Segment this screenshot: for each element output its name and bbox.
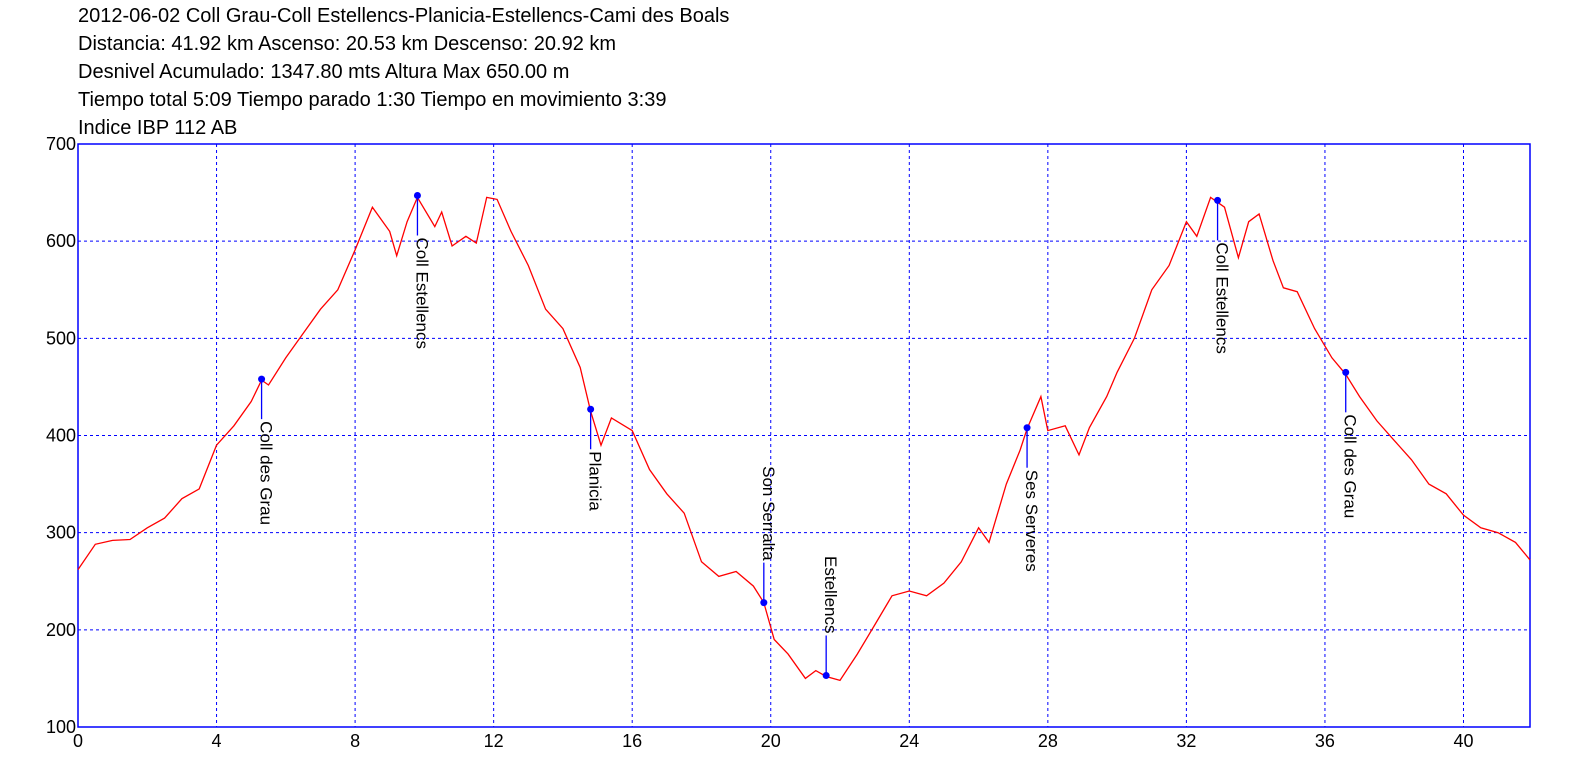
title-line: Desnivel Acumulado: 1347.80 mts Altura M…: [78, 61, 569, 83]
title-line: Indice IBP 112 AB: [78, 117, 237, 139]
y-tick-label: 100: [46, 717, 76, 737]
x-tick-label: 12: [484, 731, 504, 751]
waypoint-label: Coll des Grau: [257, 421, 276, 525]
y-tick-label: 400: [46, 426, 76, 446]
x-tick-label: 16: [622, 731, 642, 751]
waypoint-label: Planicia: [586, 451, 605, 511]
x-tick-label: 24: [899, 731, 919, 751]
x-tick-label: 32: [1176, 731, 1196, 751]
x-tick-label: 20: [761, 731, 781, 751]
waypoint-marker: [760, 599, 768, 607]
x-tick-label: 40: [1453, 731, 1473, 751]
waypoint-marker: [1214, 196, 1222, 204]
waypoint-label: Son Serralta: [759, 466, 778, 561]
waypoint-label: Coll des Grau: [1341, 414, 1360, 518]
y-tick-label: 200: [46, 620, 76, 640]
title-line: Tiempo total 5:09 Tiempo parado 1:30 Tie…: [78, 89, 667, 111]
x-tick-label: 36: [1315, 731, 1335, 751]
x-tick-label: 0: [73, 731, 83, 751]
x-tick-label: 8: [350, 731, 360, 751]
waypoint-label: Estellencs: [821, 556, 840, 633]
y-tick-label: 500: [46, 328, 76, 348]
waypoint-label: Ses Serveres: [1022, 470, 1041, 572]
y-tick-label: 300: [46, 523, 76, 543]
waypoint-marker: [413, 191, 421, 199]
waypoint-marker: [1342, 368, 1350, 376]
waypoint-label: Coll Estellencs: [1213, 242, 1232, 354]
title-line: Distancia: 41.92 km Ascenso: 20.53 km De…: [78, 33, 616, 55]
y-tick-label: 700: [46, 134, 76, 154]
elevation-line: [77, 195, 1531, 682]
waypoint-marker: [1023, 424, 1031, 432]
waypoint-label: Coll Estellencs: [412, 237, 431, 349]
waypoint-marker: [822, 672, 830, 680]
x-tick-label: 28: [1038, 731, 1058, 751]
waypoint-marker: [258, 375, 266, 383]
title-line: 2012-06-02 Coll Grau-Coll Estellencs-Pla…: [78, 5, 729, 27]
y-tick-label: 600: [46, 231, 76, 251]
waypoint-marker: [587, 405, 595, 413]
x-tick-label: 4: [212, 731, 222, 751]
plot-frame: [77, 143, 1531, 728]
